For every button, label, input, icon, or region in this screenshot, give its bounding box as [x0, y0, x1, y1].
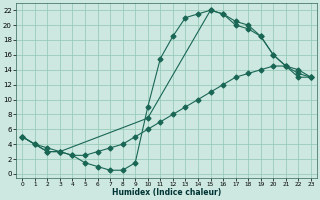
X-axis label: Humidex (Indice chaleur): Humidex (Indice chaleur) — [112, 188, 221, 197]
